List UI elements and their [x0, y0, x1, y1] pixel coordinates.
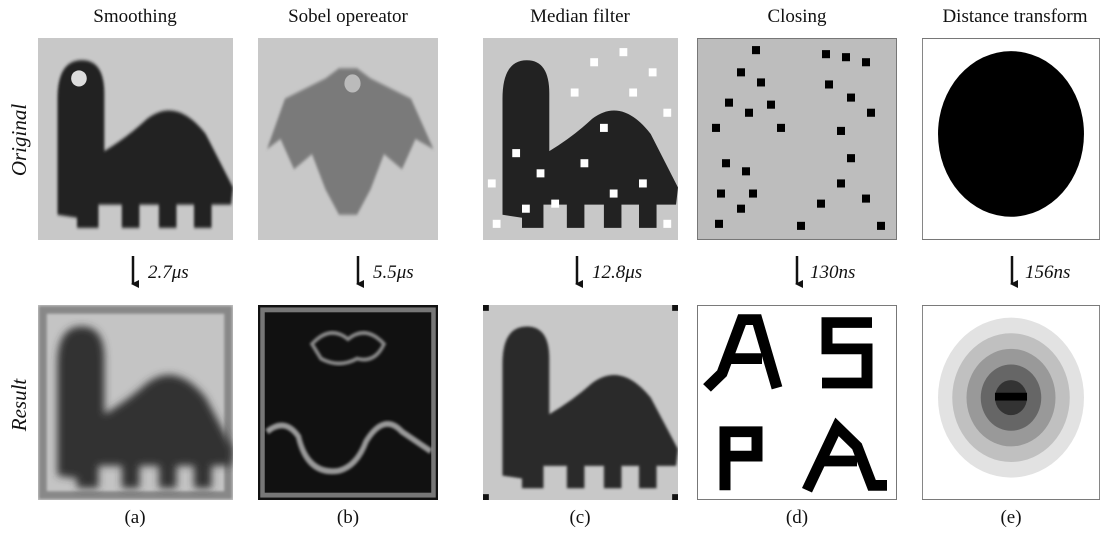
original-image	[922, 38, 1100, 240]
column-title: Sobel opereator	[288, 6, 408, 27]
result-image	[922, 305, 1100, 500]
column-title: Median filter	[530, 6, 630, 27]
original-image	[258, 38, 438, 240]
original-image	[483, 38, 678, 240]
result-image	[258, 305, 438, 500]
column-title: Closing	[767, 6, 827, 27]
timing: 5.5μs	[373, 262, 414, 283]
timing: 12.8μs	[592, 262, 642, 283]
column-title: Smoothing	[93, 6, 177, 27]
original-image	[38, 38, 233, 240]
timing: 2.7μs	[148, 262, 189, 283]
result-image	[483, 305, 678, 500]
subfigure-label: (e)	[1000, 507, 1021, 528]
row-label: Result	[7, 378, 31, 433]
timing: 130ns	[810, 262, 855, 283]
subfigure-label: (a)	[124, 507, 145, 528]
result-image	[697, 305, 897, 500]
timing: 156ns	[1025, 262, 1070, 283]
subfigure-label: (d)	[786, 507, 808, 528]
subfigure-label: (b)	[337, 507, 359, 528]
figure: Smoothing Sobel opereator Median filter …	[0, 0, 1109, 529]
column-title: Distance transform	[942, 6, 1087, 27]
original-image	[697, 38, 897, 240]
arrows	[133, 256, 1012, 284]
subfigure-label: (c)	[569, 507, 590, 528]
row-label: Original	[7, 104, 31, 177]
result-image	[38, 305, 233, 500]
